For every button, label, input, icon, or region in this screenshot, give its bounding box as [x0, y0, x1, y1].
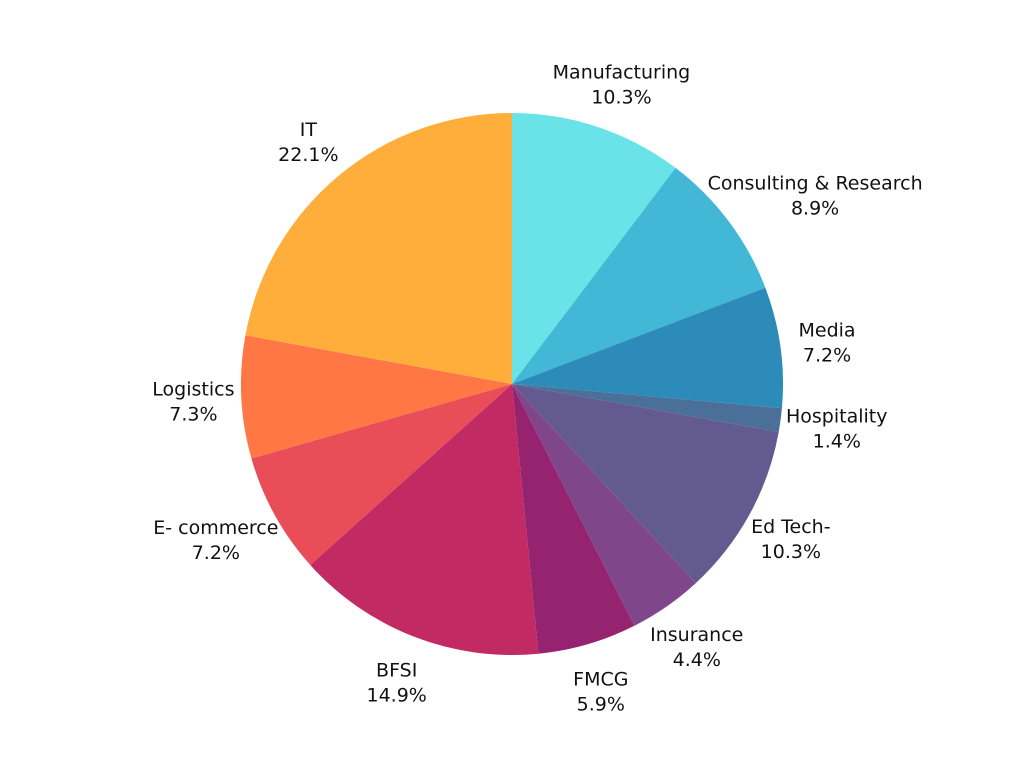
slice-label: IT 22.1% — [278, 119, 338, 166]
pie-slices — [241, 113, 783, 655]
slice-label: E- commerce 7.2% — [153, 517, 278, 564]
slice-label: Consulting & Research 8.9% — [708, 172, 923, 219]
slice-label: Media 7.2% — [798, 320, 855, 367]
slice-label: FMCG 5.9% — [573, 668, 628, 715]
slice-category-label: Ed Tech- — [751, 516, 831, 538]
pie-slice-manufacturing — [512, 113, 676, 384]
slice-value-label: 8.9% — [791, 197, 839, 219]
slice-category-label: IT — [300, 119, 318, 141]
slice-category-label: FMCG — [573, 668, 628, 690]
slice-value-label: 10.3% — [591, 87, 651, 109]
pie-slice-ed-tech — [512, 384, 779, 584]
slice-label: BFSI 14.9% — [367, 659, 427, 706]
slice-value-label: 5.9% — [577, 693, 625, 715]
slice-category-label: E- commerce — [153, 517, 278, 539]
slice-value-label: 7.2% — [803, 345, 851, 367]
slice-label: Insurance 4.4% — [650, 624, 743, 671]
pie-slice-fmcg — [512, 384, 635, 654]
slice-value-label: 7.2% — [192, 542, 240, 564]
pie-slice-e-commerce — [251, 384, 512, 565]
pie-labels: Manufacturing 10.3% Consulting & Research 8… — [152, 62, 922, 716]
slice-label: Manufacturing 10.3% — [553, 62, 691, 109]
slice-category-label: Hospitality — [786, 405, 888, 427]
slice-value-label: 14.9% — [367, 684, 427, 706]
pie-slice-media — [512, 287, 783, 409]
pie-slice-insurance — [512, 384, 696, 626]
slice-label: Logistics 7.3% — [152, 378, 234, 425]
slice-category-label: Insurance — [650, 624, 743, 646]
slice-category-label: Consulting & Research — [708, 172, 923, 194]
slice-value-label: 10.3% — [761, 541, 821, 563]
slice-value-label: 22.1% — [278, 144, 338, 166]
slice-label: Ed Tech- 10.3% — [751, 516, 831, 563]
slice-value-label: 4.4% — [673, 649, 721, 671]
slice-value-label: 7.3% — [169, 403, 217, 425]
slice-value-label: 1.4% — [813, 430, 861, 452]
slice-category-label: Media — [798, 320, 855, 342]
pie-slice-logistics — [241, 335, 512, 459]
slice-category-label: Manufacturing — [553, 62, 691, 84]
slice-category-label: BFSI — [376, 659, 417, 681]
slice-category-label: Logistics — [152, 378, 234, 400]
pie-slice-bfsi — [310, 384, 539, 655]
pie-slice-consulting-research — [512, 167, 766, 384]
slice-label: Hospitality 1.4% — [786, 405, 888, 452]
pie-slice-hospitality — [512, 384, 782, 432]
pie-slice-it — [245, 113, 513, 384]
